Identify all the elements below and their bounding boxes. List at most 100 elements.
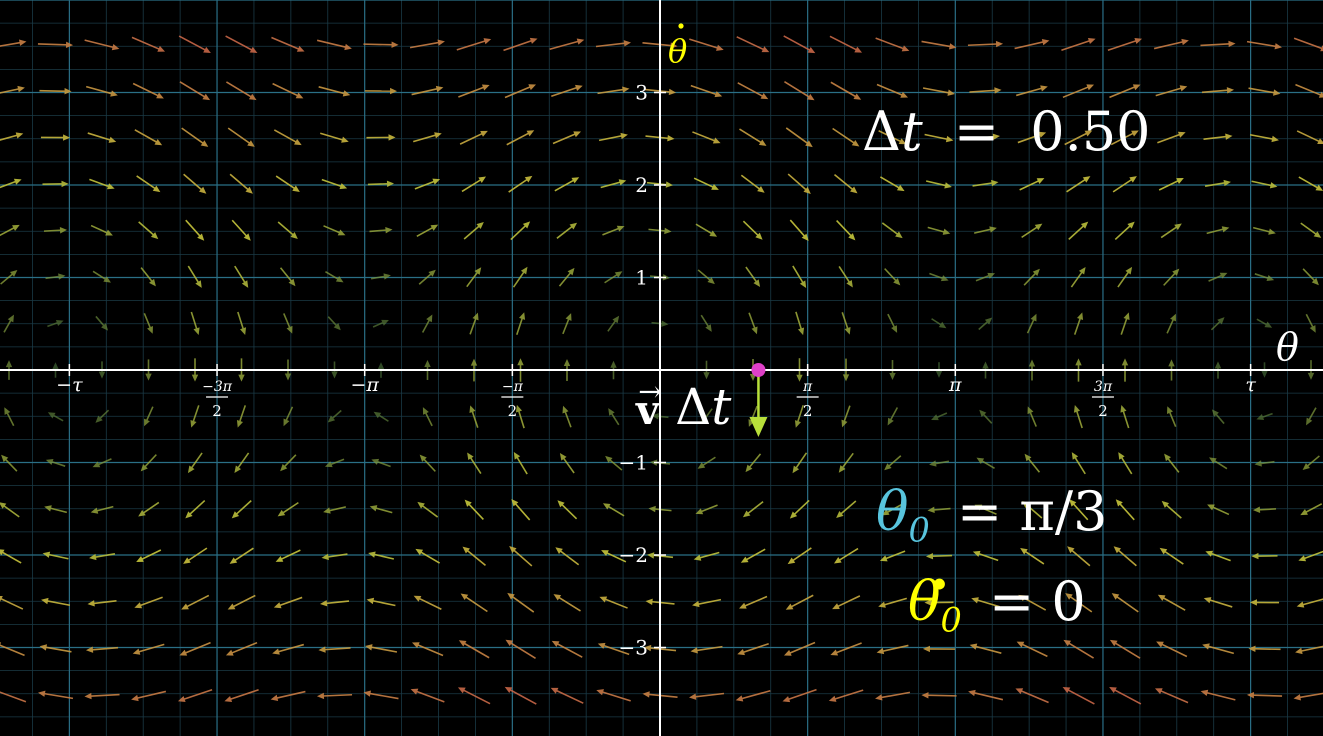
field-arrow — [331, 361, 338, 379]
field-arrow — [85, 85, 118, 97]
field-arrow — [740, 548, 766, 563]
field-arrow — [1256, 318, 1273, 328]
field-arrow — [700, 314, 712, 332]
field-arrow — [1300, 503, 1323, 516]
field-arrow — [1261, 362, 1268, 378]
field-arrow — [373, 411, 389, 422]
field-arrow — [47, 319, 64, 328]
field-arrow — [181, 127, 209, 147]
field-arrow — [0, 595, 24, 610]
field-arrow — [1157, 131, 1186, 144]
field-arrow — [876, 83, 909, 98]
field-arrow — [181, 594, 210, 610]
field-arrow — [509, 546, 533, 567]
field-arrow — [327, 409, 342, 423]
field-arrow — [976, 457, 995, 470]
field-arrow — [551, 84, 583, 98]
field-arrow — [1016, 641, 1048, 658]
field-arrow — [1112, 176, 1137, 193]
field-arrow — [459, 130, 488, 145]
field-arrow — [551, 640, 583, 658]
field-arrow — [602, 225, 625, 236]
field-arrow — [234, 265, 249, 288]
field-arrow — [1062, 687, 1095, 705]
field-arrow — [377, 362, 385, 378]
field-arrow — [419, 454, 436, 472]
field-arrow — [466, 267, 482, 288]
field-arrow — [415, 548, 441, 564]
vector-head — [749, 417, 768, 438]
x-tick-numerator: π — [802, 379, 813, 395]
field-arrow — [1027, 406, 1037, 427]
field-arrow — [651, 413, 669, 420]
field-arrow — [0, 39, 27, 47]
field-arrow — [924, 133, 954, 143]
field-arrow — [690, 645, 723, 654]
field-arrow — [1121, 358, 1129, 382]
field-arrow — [409, 39, 445, 49]
x-tick-denominator: 2 — [212, 402, 222, 420]
field-arrow — [132, 82, 164, 99]
field-arrow — [1295, 83, 1323, 98]
field-arrow — [1066, 176, 1091, 193]
field-arrow — [131, 690, 167, 702]
field-arrow — [280, 454, 297, 472]
field-arrow — [464, 499, 484, 520]
field-arrow — [925, 553, 953, 560]
field-arrow — [4, 407, 15, 427]
field-arrow — [187, 265, 202, 288]
field-arrow — [922, 87, 955, 96]
field-arrow — [0, 132, 24, 141]
field-arrow — [887, 407, 899, 426]
x-tick-fraction: 3π2 — [1091, 379, 1114, 420]
field-arrow — [1302, 268, 1319, 286]
field-arrow — [410, 688, 445, 703]
field-arrow — [828, 689, 864, 702]
field-arrow — [792, 265, 807, 289]
field-arrow — [925, 180, 952, 189]
field-arrow — [132, 643, 165, 655]
field-arrow — [1204, 179, 1231, 187]
field-arrow — [553, 594, 581, 612]
field-arrow — [460, 593, 488, 613]
field-arrow — [1023, 268, 1040, 286]
field-arrow — [272, 82, 304, 99]
field-arrow — [225, 35, 258, 53]
field-arrow — [140, 454, 157, 472]
field-arrow — [1163, 268, 1180, 286]
field-arrow — [1295, 645, 1323, 655]
field-arrow — [1251, 180, 1278, 189]
field-arrow — [979, 409, 993, 424]
field-arrow — [327, 316, 341, 331]
field-arrow — [931, 412, 948, 421]
field-arrow — [1068, 221, 1089, 240]
field-arrow — [1111, 593, 1139, 613]
field-arrow — [366, 597, 396, 607]
field-arrow — [275, 549, 301, 562]
field-arrow — [695, 223, 718, 237]
field-arrow — [978, 317, 993, 331]
field-arrow — [794, 404, 804, 428]
field-arrow — [277, 501, 299, 517]
field-arrow — [1161, 500, 1182, 519]
field-arrow — [1067, 546, 1091, 567]
field-arrow — [830, 81, 862, 100]
x-tick-fraction: −π 2 — [501, 379, 524, 420]
field-arrow — [42, 551, 69, 560]
field-arrow — [1214, 361, 1222, 379]
field-arrow — [507, 592, 535, 613]
field-arrow — [1015, 688, 1049, 704]
field-arrow — [878, 597, 907, 608]
field-arrow — [646, 181, 673, 188]
field-arrow — [700, 408, 713, 425]
field-arrow — [740, 174, 765, 193]
y-tick-label: −3 — [619, 636, 648, 660]
field-arrow — [884, 455, 902, 471]
field-arrow — [145, 359, 152, 381]
field-arrow — [878, 130, 907, 145]
field-arrow — [887, 313, 898, 333]
field-arrow — [1256, 412, 1273, 421]
field-arrow — [787, 547, 812, 565]
